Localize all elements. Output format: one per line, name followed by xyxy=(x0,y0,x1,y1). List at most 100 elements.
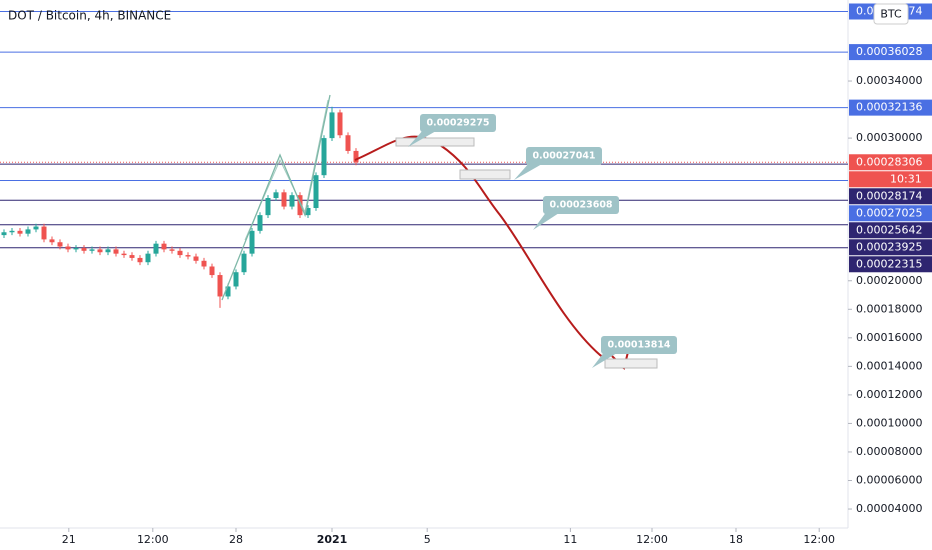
callout-label: 0.00029275 xyxy=(426,118,489,129)
candle-body xyxy=(153,243,159,254)
y-tick-label: 0.00030000 xyxy=(856,131,922,144)
price-tag xyxy=(849,99,932,116)
pattern-lines xyxy=(244,99,329,241)
candle-body xyxy=(289,195,295,207)
candle-body xyxy=(97,249,103,253)
candle-body xyxy=(57,242,63,247)
callout-pointer xyxy=(514,162,542,180)
target-box xyxy=(395,137,475,147)
candle-body xyxy=(305,208,311,216)
candle-body xyxy=(105,249,111,253)
price-tag xyxy=(849,188,932,205)
candle-body xyxy=(161,243,167,250)
candle-body xyxy=(33,226,39,230)
candle-body xyxy=(73,247,79,250)
candle-body xyxy=(329,112,335,139)
y-tick-label: 0.00006000 xyxy=(856,473,922,486)
price-tag xyxy=(849,205,932,222)
candle-body xyxy=(225,286,231,297)
price-tag-label: 0.00032136 xyxy=(856,101,922,114)
callout-pointer xyxy=(533,211,559,230)
callout-pointer xyxy=(408,129,436,147)
candle-body xyxy=(193,256,199,261)
candle-body xyxy=(113,249,119,254)
candle-body xyxy=(121,253,127,256)
candle-body xyxy=(17,230,23,234)
y-tick-label: 0.00020000 xyxy=(856,274,922,287)
price-tag xyxy=(849,154,932,171)
x-tick-label: 12:00 xyxy=(803,533,835,546)
candle-body xyxy=(185,255,191,257)
candle-body xyxy=(265,198,271,216)
y-tick-label: 0.00012000 xyxy=(856,388,922,401)
target-box xyxy=(604,358,658,369)
candle-body xyxy=(249,230,255,254)
candle-body xyxy=(49,239,55,243)
callout xyxy=(526,147,602,165)
price-tag-label: 0.00023925 xyxy=(856,240,922,253)
candle-body xyxy=(313,175,319,209)
price-tag-label: 0.00027025 xyxy=(856,206,922,219)
x-tick-label: 2021 xyxy=(317,533,348,546)
x-tick-label: 5 xyxy=(424,533,431,546)
candle-body xyxy=(137,257,143,263)
candle-body xyxy=(353,150,359,163)
y-tick-label: 0.00008000 xyxy=(856,445,922,458)
candle-body xyxy=(281,192,287,207)
callout-label: 0.00027041 xyxy=(532,151,595,162)
callout-label: 0.00013814 xyxy=(607,340,670,351)
candle-body xyxy=(233,272,239,287)
candle-body xyxy=(209,266,215,276)
x-tick-label: 18 xyxy=(729,533,743,546)
chart-title: DOT / Bitcoin, 4h, BINANCE xyxy=(8,9,171,23)
candle-body xyxy=(169,249,175,251)
candle-body xyxy=(217,275,223,297)
candle-body xyxy=(65,246,71,250)
callout xyxy=(601,336,677,354)
price-tag xyxy=(849,256,932,273)
candle-body xyxy=(25,229,31,234)
callout xyxy=(420,114,496,132)
candle-body xyxy=(273,192,279,199)
y-tick-label: 0.00016000 xyxy=(856,331,922,344)
price-tag xyxy=(849,239,932,256)
price-tag-label: 0.00028174 xyxy=(856,189,922,202)
candle-body xyxy=(241,253,247,273)
candle-body xyxy=(257,215,263,231)
y-tick-label: 0.00018000 xyxy=(856,302,922,315)
countdown: 10:31 xyxy=(890,172,922,185)
x-tick-label: 12:00 xyxy=(636,533,668,546)
y-tick-label: 0.00014000 xyxy=(856,359,922,372)
y-tick-label: 0.00034000 xyxy=(856,74,922,87)
x-tick-label: 12:00 xyxy=(137,533,169,546)
y-tick-label: 0.00004000 xyxy=(856,502,922,515)
candle-body xyxy=(145,253,151,263)
candle-body xyxy=(201,260,207,267)
price-tag-label: 0.00036028 xyxy=(856,45,922,58)
candle-body xyxy=(337,112,343,136)
target-box xyxy=(459,169,511,180)
x-tick-label: 21 xyxy=(62,533,76,546)
candle-body xyxy=(81,247,87,251)
price-tag-label: 0.00022315 xyxy=(856,257,922,270)
price-tag-label: 0.00028306 xyxy=(856,155,922,168)
candle-body xyxy=(177,250,183,256)
candle-body xyxy=(297,195,303,216)
countdown-tag xyxy=(849,171,932,188)
candle-body xyxy=(345,135,351,151)
x-tick-label: 11 xyxy=(563,533,577,546)
y-tick-label: 0.00010000 xyxy=(856,416,922,429)
currency-button-label[interactable]: BTC xyxy=(880,8,902,21)
candle-body xyxy=(41,226,47,240)
currency-button[interactable] xyxy=(873,3,909,25)
price-tag-label: 0.00025642 xyxy=(856,223,922,236)
candle-body xyxy=(9,230,15,233)
price-tag xyxy=(849,222,932,239)
callout-pointer xyxy=(592,351,617,368)
candle-body xyxy=(321,138,327,176)
callout xyxy=(543,196,619,214)
x-tick-label: 28 xyxy=(229,533,243,546)
price-tag xyxy=(849,44,932,61)
callout-label: 0.00023608 xyxy=(549,200,612,211)
